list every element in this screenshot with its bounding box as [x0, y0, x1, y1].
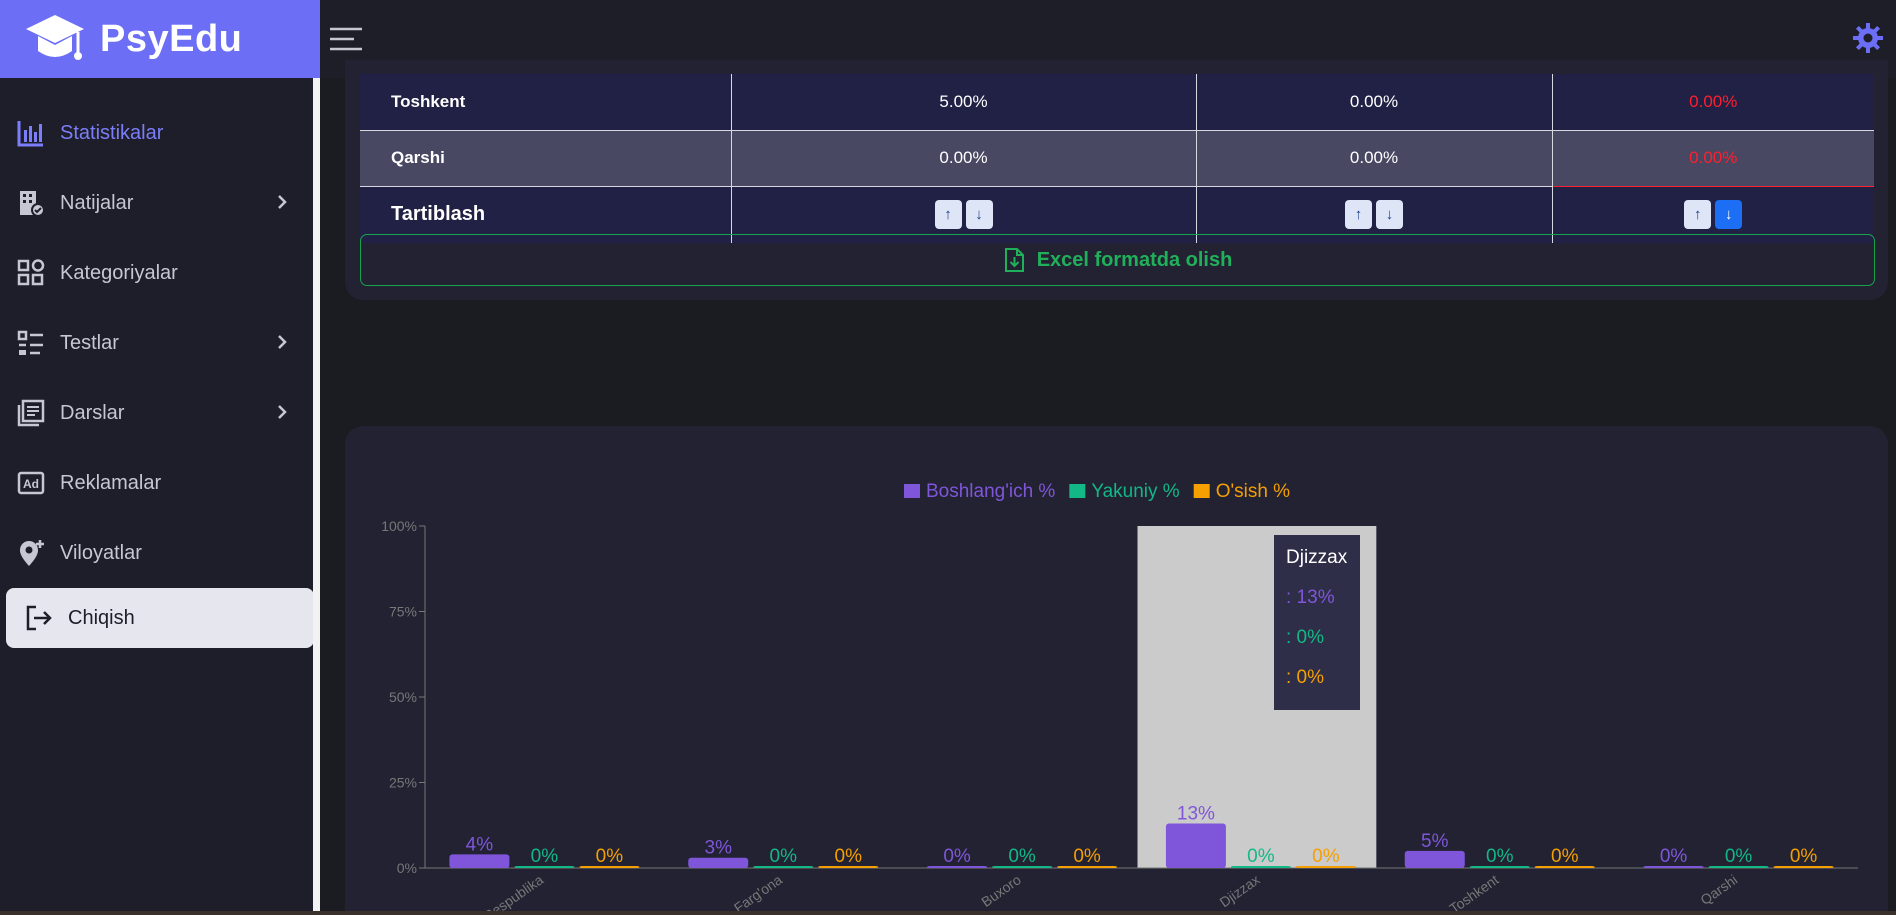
- nav-item-viloyatlar[interactable]: Viloyatlar: [0, 518, 320, 588]
- grid-icon: [16, 258, 46, 288]
- row-name: Toshkent: [360, 74, 732, 131]
- brand-name: PsyEdu: [100, 17, 243, 60]
- nav-label: Kategoriyalar: [60, 261, 178, 284]
- sort-controls: ↑ ↓: [731, 186, 1197, 243]
- nav-label: Reklamalar: [60, 471, 162, 494]
- sort-desc-button[interactable]: ↓: [965, 200, 993, 230]
- table-row: Toshkent 5.00% 0.00% 0.00%: [360, 74, 1874, 131]
- nav-item-testlar[interactable]: Testlar: [0, 308, 320, 378]
- logout-icon: [24, 603, 54, 633]
- nav-item-kategoriyalar[interactable]: Kategoriyalar: [0, 238, 320, 308]
- chevron-right-icon: [278, 335, 287, 349]
- sort-label: Tartiblash: [360, 186, 732, 243]
- excel-export-button[interactable]: Excel formatda olish: [360, 234, 1875, 286]
- sort-desc-button[interactable]: ↓: [1376, 200, 1403, 230]
- nav-item-reklamalar[interactable]: Ad Reklamalar: [0, 448, 320, 518]
- ad-icon: Ad: [16, 468, 46, 498]
- sort-row: Tartiblash ↑ ↓ ↑ ↓ ↑ ↓: [360, 186, 1874, 243]
- nav-item-chiqish[interactable]: Chiqish: [6, 588, 314, 648]
- cell-value: 0.00%: [731, 130, 1197, 187]
- cell-value: 5.00%: [731, 74, 1197, 131]
- map-pin-plus-icon: [16, 538, 46, 568]
- sidebar-nav: Statistikalar Natijalar Kategoriyalar Te…: [0, 98, 320, 648]
- excel-export-label: Excel formatda olish: [1036, 248, 1233, 271]
- window-bottom-edge: [0, 911, 1896, 915]
- nav-label: Statistikalar: [60, 121, 164, 144]
- table-row: Qarshi 0.00% 0.00% 0.00%: [360, 129, 1874, 187]
- nav-item-natijalar[interactable]: Natijalar: [0, 168, 320, 238]
- file-download-icon: [1004, 248, 1024, 272]
- sidebar: PsyEdu Statistikalar Natijalar Kategoriy…: [0, 0, 320, 915]
- nav-item-statistikalar[interactable]: Statistikalar: [0, 98, 320, 168]
- sort-asc-button[interactable]: ↑: [1684, 200, 1712, 230]
- chart-card: [345, 426, 1888, 915]
- building-check-icon: [16, 188, 46, 218]
- chevron-right-icon: [278, 405, 287, 419]
- row-name: Qarshi: [360, 130, 732, 187]
- cell-value: 0.00%: [1552, 129, 1874, 187]
- sort-asc-button[interactable]: ↑: [1345, 200, 1372, 230]
- gear-icon[interactable]: [1852, 22, 1884, 54]
- sort-desc-button[interactable]: ↓: [1715, 200, 1743, 230]
- graduation-cap-icon: [26, 15, 84, 60]
- stats-table: Toshkent 5.00% 0.00% 0.00% Qarshi 0.00% …: [360, 74, 1874, 243]
- nav-label: Chiqish: [68, 606, 135, 629]
- chevron-right-icon: [278, 195, 287, 209]
- book-icon: [16, 398, 46, 428]
- cell-value: 0.00%: [1196, 130, 1553, 187]
- nav-label: Natijalar: [60, 191, 134, 214]
- svg-text:Ad: Ad: [23, 477, 39, 491]
- cell-value: 0.00%: [1552, 74, 1874, 131]
- list-check-icon: [16, 328, 46, 358]
- brand[interactable]: PsyEdu: [0, 0, 320, 78]
- sidebar-scrollbar[interactable]: [313, 78, 320, 915]
- nav-label: Viloyatlar: [60, 541, 142, 564]
- sort-controls: ↑ ↓: [1552, 186, 1874, 243]
- cell-value: 0.00%: [1196, 74, 1553, 131]
- sort-asc-button[interactable]: ↑: [934, 200, 962, 230]
- nav-item-darslar[interactable]: Darslar: [0, 378, 320, 448]
- nav-label: Darslar: [60, 401, 125, 424]
- bar-chart-icon: [16, 118, 46, 148]
- sort-controls: ↑ ↓: [1196, 186, 1553, 243]
- hamburger-menu-icon[interactable]: [330, 25, 362, 53]
- nav-label: Testlar: [60, 331, 119, 354]
